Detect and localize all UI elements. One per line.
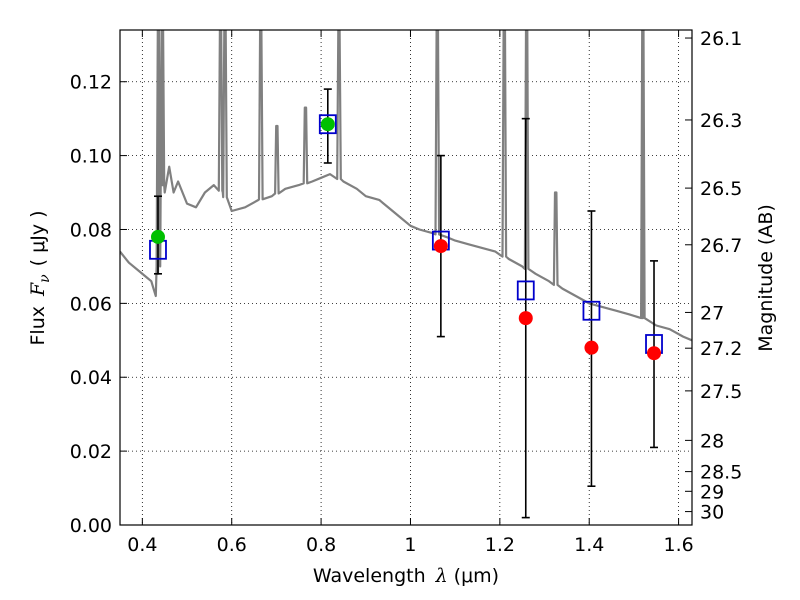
magnitude-tick-label: 28.5: [700, 462, 742, 484]
spectrum-line: [120, 30, 692, 342]
magnitude-tick-label: 27.2: [700, 338, 742, 360]
magnitude-tick-label: 26.7: [700, 235, 742, 257]
magnitude-tick-label: 26.1: [700, 28, 742, 50]
plot-area: [120, 30, 692, 525]
model-point: [582, 300, 601, 321]
measured-point: [584, 340, 599, 355]
x-tick-label: 0.6: [217, 534, 247, 556]
measured-point: [647, 346, 662, 361]
magnitude-axis-label: Magnitude (AB): [755, 204, 777, 352]
magnitude-tick-label: 30: [700, 502, 724, 524]
x-tick-label: 1.4: [574, 534, 604, 556]
x-tick-label: 0.8: [306, 534, 336, 556]
magnitude-tick-label: 26.5: [700, 178, 742, 200]
y-tick-label: 0.06: [70, 293, 112, 315]
detection-point: [320, 117, 335, 132]
y-tick-label: 0.10: [70, 146, 112, 168]
x-tick-label: 1.2: [485, 534, 515, 556]
magnitude-tick-label: 28: [700, 430, 724, 452]
x-tick-label: 0.4: [127, 534, 157, 556]
measured-points: [150, 117, 662, 361]
magnitude-tick-label: 26.3: [700, 110, 742, 132]
plot-content: [120, 30, 692, 519]
magnitude-tick-label: 29: [700, 481, 724, 503]
x-tick-label: 1.6: [663, 534, 693, 556]
detection-point: [150, 229, 165, 244]
y-tick-label: 0.00: [70, 515, 112, 537]
model-spectrum: [120, 30, 692, 342]
y-axis-label: FluxFν( μJy ): [27, 210, 53, 345]
model-point: [318, 114, 337, 135]
y-tick-label: 0.04: [70, 367, 112, 389]
y-tick-label: 0.08: [70, 219, 112, 241]
x-axis-label: Wavelength λ (μm): [313, 565, 499, 587]
model-point: [516, 280, 535, 301]
magnitude-tick-label: 27.5: [700, 381, 742, 403]
measured-point: [518, 311, 533, 326]
measured-point: [433, 239, 448, 254]
y-axis-ticks: 0.00 0.02 0.04 0.06 0.08 0.10 0.12: [70, 72, 127, 537]
plot-frame: [119, 29, 693, 526]
x-axis-ticks: 0.4 0.6 0.8 1 1.2 1.4 1.6: [127, 30, 694, 556]
y-tick-label: 0.12: [70, 72, 112, 94]
x-tick-label: 1: [404, 534, 416, 556]
magnitude-tick-label: 27: [700, 302, 724, 324]
y-tick-label: 0.02: [70, 441, 112, 463]
